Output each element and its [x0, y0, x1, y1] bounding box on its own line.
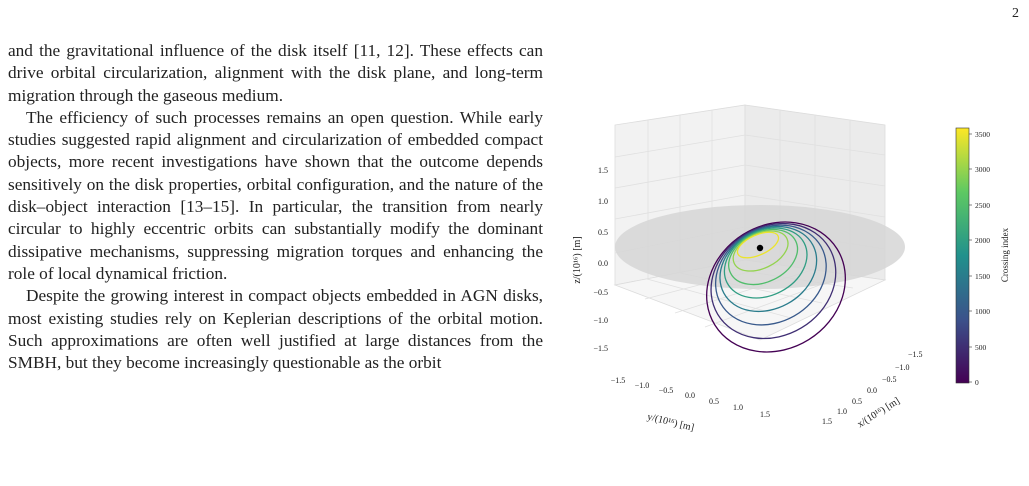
- colorbar: [955, 127, 970, 384]
- paragraph-2: The efficiency of such processes remains…: [8, 107, 543, 283]
- x-tick: 1.5: [822, 417, 832, 426]
- colorbar-tick: 3500: [975, 130, 990, 139]
- paragraph-3: Despite the growing interest in compact …: [8, 286, 543, 373]
- x-tick: 1.0: [837, 407, 847, 416]
- x-axis: −1.5 −1.0 −0.5 0.0 0.5 1.0 1.5: [822, 350, 923, 426]
- orbit-curve: [719, 225, 818, 313]
- y-axis: −1.5 −1.0 −0.5 0.0 0.5 1.0 1.5: [611, 376, 770, 419]
- orbit-3d-plot: 1.5 1.0 0.5 0.0 −0.5 −1.0 −1.5 z/(10¹⁶) …: [572, 104, 1010, 434]
- colorbar-tick: 1500: [975, 272, 990, 281]
- page-number: 2: [1012, 6, 1019, 21]
- z-axis: 1.5 1.0 0.5 0.0 −0.5 −1.0 −1.5: [593, 166, 608, 353]
- x-axis-label: x/(10¹⁶) [m]: [855, 396, 901, 431]
- z-tick: −0.5: [593, 288, 608, 297]
- central-black-hole: [756, 244, 764, 252]
- z-tick: −1.5: [593, 344, 608, 353]
- orbit-3d-figure: 1.5 1.0 0.5 0.0 −0.5 −1.0 −1.5 z/(10¹⁶) …: [560, 95, 1020, 440]
- y-tick: 1.0: [733, 403, 743, 412]
- y-tick: −0.5: [659, 386, 674, 395]
- y-tick: −1.0: [635, 381, 650, 390]
- y-tick: 0.0: [685, 391, 695, 400]
- orbit-curves: [706, 221, 846, 353]
- z-tick: 0.5: [598, 228, 608, 237]
- y-axis-label: y/(10¹⁶) [m]: [646, 411, 695, 433]
- orbit-curve: [723, 227, 808, 299]
- orbit-curve: [706, 221, 846, 353]
- x-tick: −1.0: [895, 363, 910, 372]
- orbit-curve: [732, 230, 789, 272]
- colorbar-tick: 500: [975, 343, 987, 352]
- colorbar-label: Crossing index: [1000, 227, 1010, 282]
- colorbar-ticks: 3500 3000 2500 2000 1500 1000 500 0: [969, 130, 990, 387]
- x-tick: 0.0: [867, 386, 877, 395]
- colorbar-tick: 1000: [975, 307, 990, 316]
- x-tick: −1.5: [908, 350, 923, 359]
- x-tick: −0.5: [882, 375, 897, 384]
- orbit-curve: [728, 228, 799, 286]
- colorbar-tick: 2000: [975, 236, 990, 245]
- z-axis-label: z/(10¹⁶) [m]: [572, 236, 583, 283]
- y-tick: 0.5: [709, 397, 719, 406]
- colorbar-tick: 3000: [975, 165, 990, 174]
- z-tick: 1.5: [598, 166, 608, 175]
- y-tick: −1.5: [611, 376, 626, 385]
- orbit-curve: [714, 224, 827, 326]
- colorbar-tick: 2500: [975, 201, 990, 210]
- body-text: and the gravitational influence of the d…: [8, 40, 543, 374]
- colorbar-tick: 0: [975, 378, 979, 387]
- orbit-curve: [736, 231, 780, 259]
- paragraph-1: and the gravitational influence of the d…: [8, 41, 543, 105]
- z-tick: 1.0: [598, 197, 608, 206]
- orbit-curve: [710, 222, 837, 340]
- z-tick: 0.0: [598, 259, 608, 268]
- x-tick: 0.5: [852, 397, 862, 406]
- z-tick: −1.0: [593, 316, 608, 325]
- y-tick: 1.5: [760, 410, 770, 419]
